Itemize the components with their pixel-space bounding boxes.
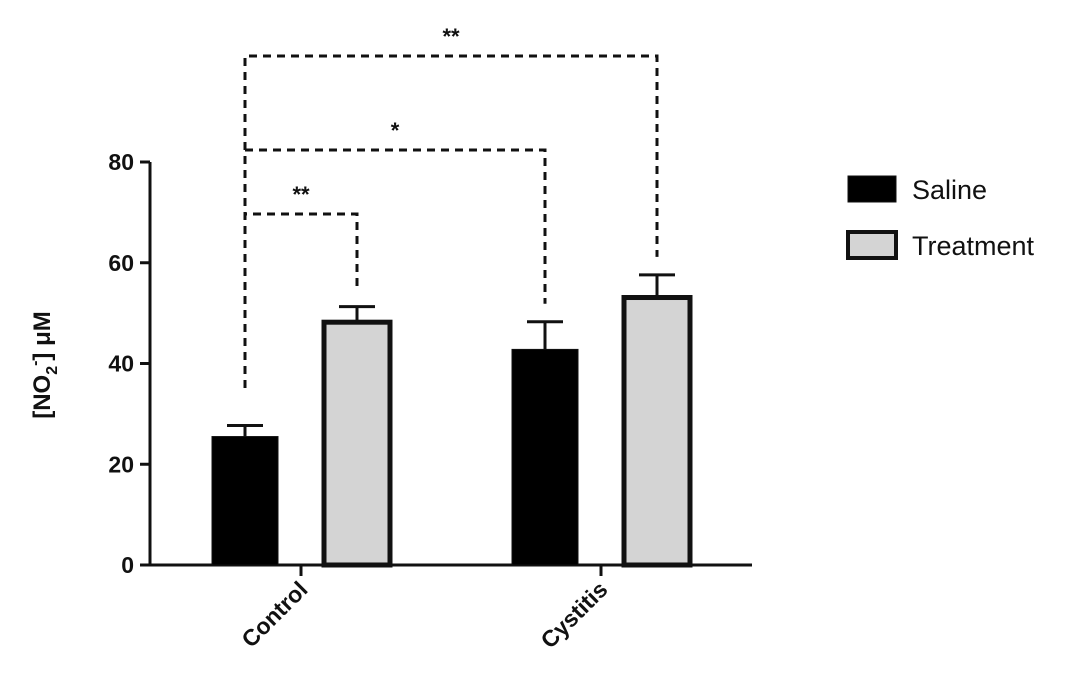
y-axis-title: [NO2-] μM <box>27 311 61 419</box>
significance-label: ** <box>292 182 310 207</box>
x-tick-label: Cystitis <box>535 576 612 653</box>
y-axis-title-open: [NO <box>29 375 56 419</box>
y-tick-label: 20 <box>108 451 134 477</box>
bars <box>211 273 693 568</box>
legend-label-saline: Saline <box>912 175 987 205</box>
y-axis-title-close: ] μM <box>29 311 56 360</box>
legend: Saline Treatment <box>846 175 1035 261</box>
y-tick-label: 80 <box>108 149 134 175</box>
y-tick-label: 40 <box>108 351 134 377</box>
y-tick-label: 60 <box>108 250 134 276</box>
bar-saline-control <box>211 436 279 566</box>
significance-bracket <box>243 54 659 388</box>
bar-saline-cystitis <box>511 348 579 566</box>
y-axis-title-sub: 2 <box>44 366 61 375</box>
y-tick-label: 0 <box>121 552 134 578</box>
bar-treatment-control <box>321 319 393 568</box>
legend-label-treatment: Treatment <box>912 231 1035 261</box>
significance-bracket <box>243 148 547 388</box>
x-tick-label: Control <box>236 576 312 652</box>
significance-brackets: ***** <box>243 24 659 388</box>
significance-label: * <box>391 118 400 143</box>
significance-label: ** <box>442 24 460 49</box>
legend-swatch-treatment <box>846 230 898 260</box>
legend-swatch-saline <box>847 175 897 203</box>
bar-treatment-cystitis <box>621 295 693 568</box>
y-axis-title-sup: - <box>27 361 44 366</box>
